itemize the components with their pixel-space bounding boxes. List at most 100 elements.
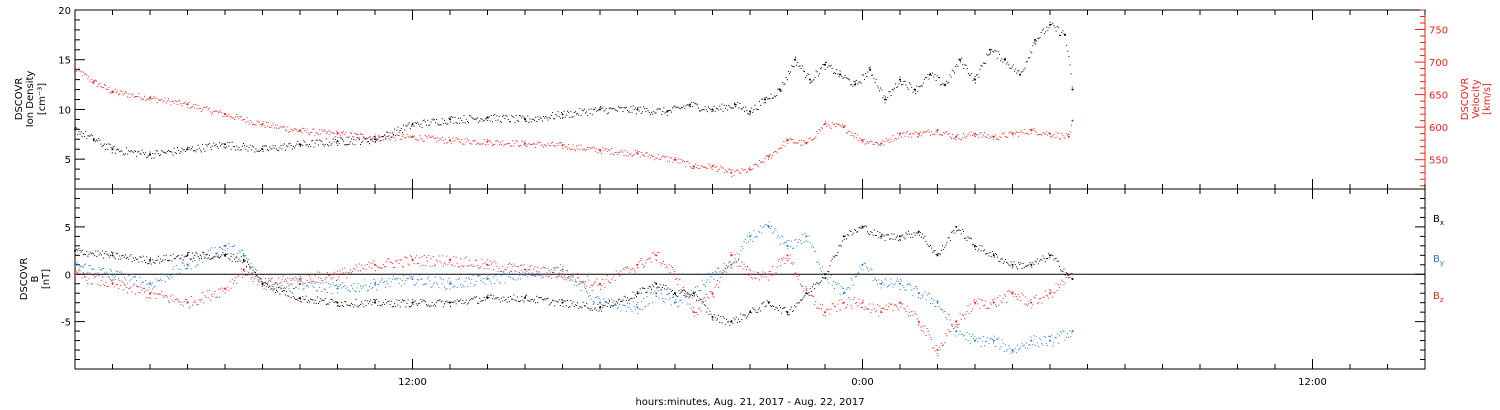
trace-dot-velocity bbox=[157, 98, 159, 100]
trace-dot-ion-density bbox=[173, 147, 175, 149]
trace-dot-bz bbox=[1014, 293, 1016, 295]
trace-dot-by bbox=[263, 287, 265, 289]
trace-dot-velocity bbox=[431, 136, 433, 138]
trace-dot-bx bbox=[628, 299, 630, 301]
trace-dot-velocity bbox=[316, 132, 318, 134]
trace-dot-ion-density bbox=[486, 117, 487, 119]
trace-dot-by bbox=[864, 263, 866, 265]
trace-dot-bx bbox=[408, 306, 410, 308]
trace-dot-bx bbox=[277, 291, 279, 293]
trace-dot-velocity bbox=[1030, 132, 1032, 134]
trace-dot-by bbox=[1028, 344, 1030, 346]
trace-dot-bx bbox=[475, 296, 477, 298]
trace-dot-by bbox=[439, 277, 441, 279]
trace-dot-ion-density bbox=[1009, 67, 1011, 69]
trace-dot-bx bbox=[578, 308, 580, 310]
trace-dot-ion-density bbox=[823, 64, 825, 66]
trace-dot-velocity bbox=[949, 136, 951, 138]
trace-dot-bx bbox=[670, 290, 672, 292]
trace-dot-velocity bbox=[313, 128, 315, 130]
trace-dot-bz bbox=[75, 269, 76, 271]
trace-dot-bx bbox=[260, 281, 262, 283]
trace-dot-velocity bbox=[439, 138, 441, 140]
trace-dot-bz bbox=[460, 258, 462, 260]
trace-dot-ion-density bbox=[678, 107, 680, 109]
trace-dot-velocity bbox=[469, 142, 471, 144]
trace-dot-bz bbox=[838, 299, 840, 301]
trace-dot-bx bbox=[697, 296, 699, 298]
trace-dot-ion-density bbox=[349, 141, 351, 143]
data-point-velocity bbox=[336, 132, 339, 135]
trace-dot-by bbox=[198, 259, 200, 261]
trace-dot-ion-density bbox=[1055, 30, 1057, 32]
trace-dot-velocity bbox=[622, 151, 624, 153]
trace-dot-ion-density bbox=[795, 56, 796, 58]
trace-dot-ion-density bbox=[297, 140, 299, 142]
trace-dot-bz bbox=[163, 296, 165, 298]
trace-dot-velocity bbox=[603, 150, 605, 152]
trace-dot-bx bbox=[132, 257, 134, 259]
data-point-bz bbox=[786, 254, 789, 257]
trace-dot-bz bbox=[409, 255, 411, 257]
trace-dot-by bbox=[1062, 330, 1064, 332]
trace-dot-by bbox=[717, 267, 718, 269]
trace-dot-velocity bbox=[97, 85, 99, 87]
trace-dot-bz bbox=[735, 261, 737, 263]
trace-dot-velocity bbox=[615, 152, 617, 154]
trace-dot-by bbox=[1036, 342, 1038, 344]
trace-dot-velocity bbox=[557, 144, 559, 146]
trace-dot-velocity bbox=[1006, 136, 1008, 138]
trace-dot-bx bbox=[706, 311, 708, 313]
trace-dot-by bbox=[120, 271, 122, 273]
trace-dot-velocity bbox=[454, 139, 456, 141]
trace-dot-velocity bbox=[634, 149, 636, 151]
trace-dot-ion-density bbox=[955, 66, 957, 68]
trace-dot-bx bbox=[468, 302, 469, 304]
trace-dot-ion-density bbox=[109, 143, 111, 145]
trace-dot-bz bbox=[100, 280, 102, 282]
trace-dot-bx bbox=[688, 293, 690, 295]
trace-dot-velocity bbox=[445, 138, 447, 140]
trace-dot-by bbox=[105, 272, 107, 274]
trace-dot-bz bbox=[552, 271, 553, 273]
trace-dot-bz bbox=[674, 271, 676, 273]
trace-dot-bx bbox=[356, 305, 358, 307]
trace-dot-velocity bbox=[731, 175, 733, 177]
trace-dot-ion-density bbox=[726, 105, 727, 107]
trace-dot-by bbox=[405, 279, 407, 281]
trace-dot-bx bbox=[259, 277, 261, 279]
trace-dot-ion-density bbox=[710, 109, 712, 111]
trace-dot-by bbox=[745, 242, 747, 244]
trace-dot-velocity bbox=[453, 140, 455, 142]
trace-dot-ion-density bbox=[732, 107, 734, 109]
trace-dot-ion-density bbox=[377, 138, 379, 140]
trace-dot-bx bbox=[461, 302, 463, 304]
trace-dot-bx bbox=[175, 256, 177, 258]
trace-dot-velocity bbox=[567, 148, 568, 150]
trace-dot-by bbox=[232, 246, 234, 248]
trace-dot-bz bbox=[903, 307, 905, 309]
trace-dot-velocity bbox=[264, 126, 266, 128]
trace-dot-velocity bbox=[565, 146, 567, 148]
trace-dot-bz bbox=[142, 287, 144, 289]
trace-dot-bz bbox=[468, 265, 469, 267]
trace-dot-ion-density bbox=[246, 145, 248, 147]
trace-dot-ion-density bbox=[924, 78, 925, 80]
trace-dot-bx bbox=[793, 310, 795, 312]
trace-dot-bz bbox=[751, 276, 753, 278]
trace-dot-velocity bbox=[119, 92, 121, 94]
velocity-tick-label: 650 bbox=[1429, 91, 1448, 102]
trace-dot-ion-density bbox=[303, 140, 305, 142]
trace-dot-ion-density bbox=[1067, 50, 1069, 52]
trace-dot-bx bbox=[201, 257, 202, 259]
trace-dot-ion-density bbox=[355, 139, 357, 141]
trace-dot-ion-density bbox=[277, 149, 279, 151]
trace-dot-ion-density bbox=[1070, 73, 1072, 75]
trace-dot-bx bbox=[426, 304, 427, 306]
trace-dot-by bbox=[306, 284, 308, 286]
trace-dot-ion-density bbox=[973, 78, 975, 80]
trace-dot-velocity bbox=[671, 157, 673, 159]
trace-dot-bz bbox=[778, 258, 780, 260]
trace-dot-bx bbox=[890, 238, 892, 240]
trace-dot-ion-density bbox=[76, 127, 78, 129]
